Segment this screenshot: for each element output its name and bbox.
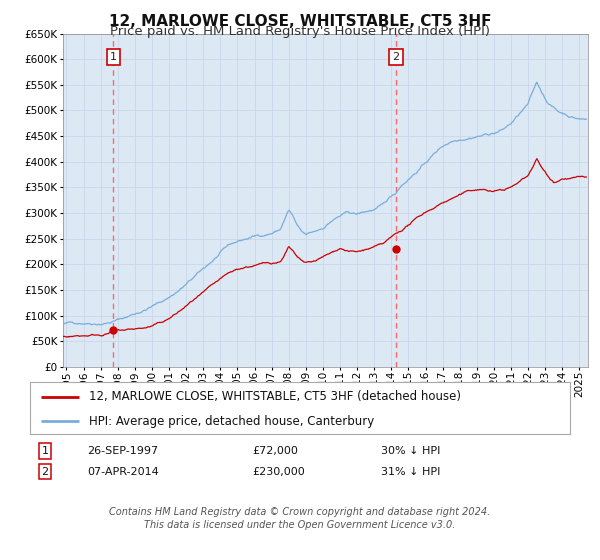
- Text: 31% ↓ HPI: 31% ↓ HPI: [381, 466, 440, 477]
- Text: Price paid vs. HM Land Registry's House Price Index (HPI): Price paid vs. HM Land Registry's House …: [110, 25, 490, 38]
- Text: 12, MARLOWE CLOSE, WHITSTABLE, CT5 3HF: 12, MARLOWE CLOSE, WHITSTABLE, CT5 3HF: [109, 14, 491, 29]
- Text: 1: 1: [110, 52, 117, 62]
- Text: 07-APR-2014: 07-APR-2014: [87, 466, 159, 477]
- Text: 2: 2: [41, 466, 49, 477]
- Text: Contains HM Land Registry data © Crown copyright and database right 2024.: Contains HM Land Registry data © Crown c…: [109, 507, 491, 517]
- Text: 2: 2: [392, 52, 400, 62]
- Text: 30% ↓ HPI: 30% ↓ HPI: [381, 446, 440, 456]
- Text: 26-SEP-1997: 26-SEP-1997: [87, 446, 158, 456]
- Text: This data is licensed under the Open Government Licence v3.0.: This data is licensed under the Open Gov…: [145, 520, 455, 530]
- Text: 12, MARLOWE CLOSE, WHITSTABLE, CT5 3HF (detached house): 12, MARLOWE CLOSE, WHITSTABLE, CT5 3HF (…: [89, 390, 461, 403]
- Text: £72,000: £72,000: [252, 446, 298, 456]
- Text: £230,000: £230,000: [252, 466, 305, 477]
- Text: HPI: Average price, detached house, Canterbury: HPI: Average price, detached house, Cant…: [89, 414, 374, 428]
- Text: 1: 1: [41, 446, 49, 456]
